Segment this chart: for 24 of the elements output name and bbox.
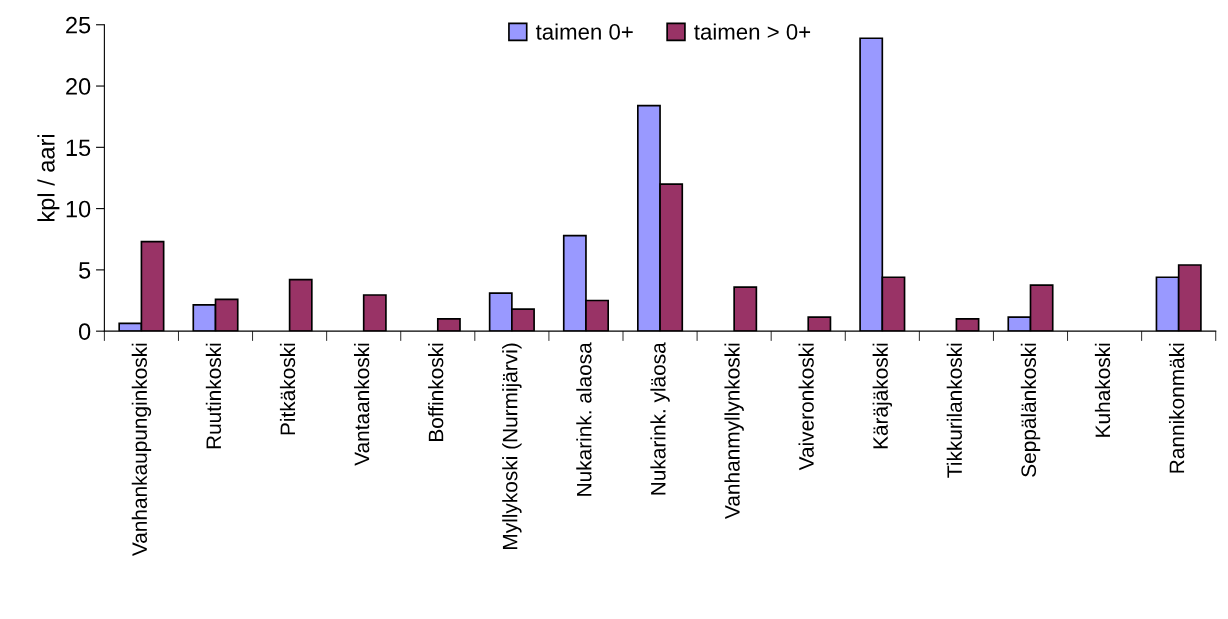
y-tick-label: 20 [66, 78, 91, 95]
y-axis-title: kpl / aari [37, 134, 60, 221]
x-tick-label: Vanhanmyllynkoski [724, 343, 744, 519]
x-tick-label: Pitkäkoski [279, 343, 296, 435]
y-tick-label: 15 [66, 139, 91, 157]
y-tick-label: 25 [66, 16, 91, 34]
x-tick-label: Vantaankoski [353, 343, 370, 466]
x-tick-label: Boffinkoski [428, 343, 444, 441]
x-tick-label: Tikkurilankoski [946, 343, 962, 478]
x-tick-label: Myllykoski (Nurmijärvi) [502, 343, 522, 549]
y-tick-label: 0 [78, 323, 91, 340]
legend-label: taimen > 0+ [694, 23, 811, 40]
x-tick-label: Ruutinkoski [205, 343, 222, 449]
x-tick-label: Käräjäkoski [872, 343, 893, 449]
legend-label: taimen 0+ [535, 23, 633, 40]
x-tick-label: Kuhakoski [1094, 343, 1111, 437]
x-tick-label: Nukarink. alaosa [576, 342, 592, 496]
x-tick-label: Seppälänkoski [1020, 343, 1041, 477]
y-tick-label: 10 [66, 200, 91, 218]
y-tick-label: 5 [79, 262, 91, 279]
x-tick-label: Vanhankaupunginkoski [131, 343, 152, 557]
x-tick-label: Vaiveronkoski [798, 343, 814, 471]
x-tick-label: Rannikonmäki [1168, 343, 1185, 473]
x-tick-label: Nukarink. yläosa [650, 342, 670, 495]
